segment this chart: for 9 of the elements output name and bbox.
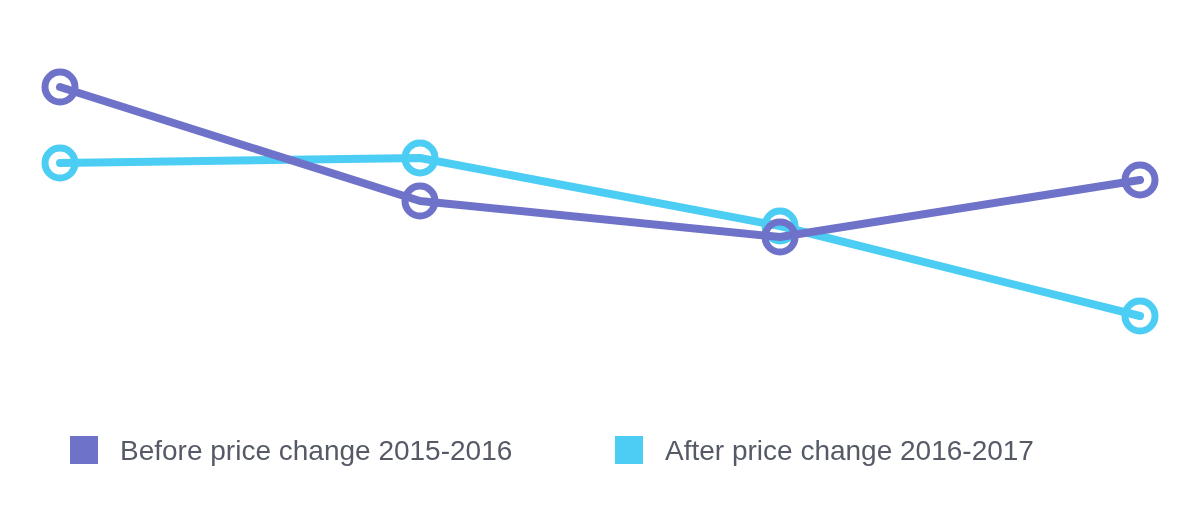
point [401, 139, 439, 177]
legend-label: Before price change 2015-2016 [120, 435, 513, 466]
legend-label: After price change 2016-2017 [665, 435, 1034, 466]
point [761, 218, 799, 256]
point [401, 182, 439, 220]
point [1121, 297, 1159, 335]
point [41, 68, 79, 106]
point [41, 144, 79, 182]
point [1121, 161, 1159, 199]
